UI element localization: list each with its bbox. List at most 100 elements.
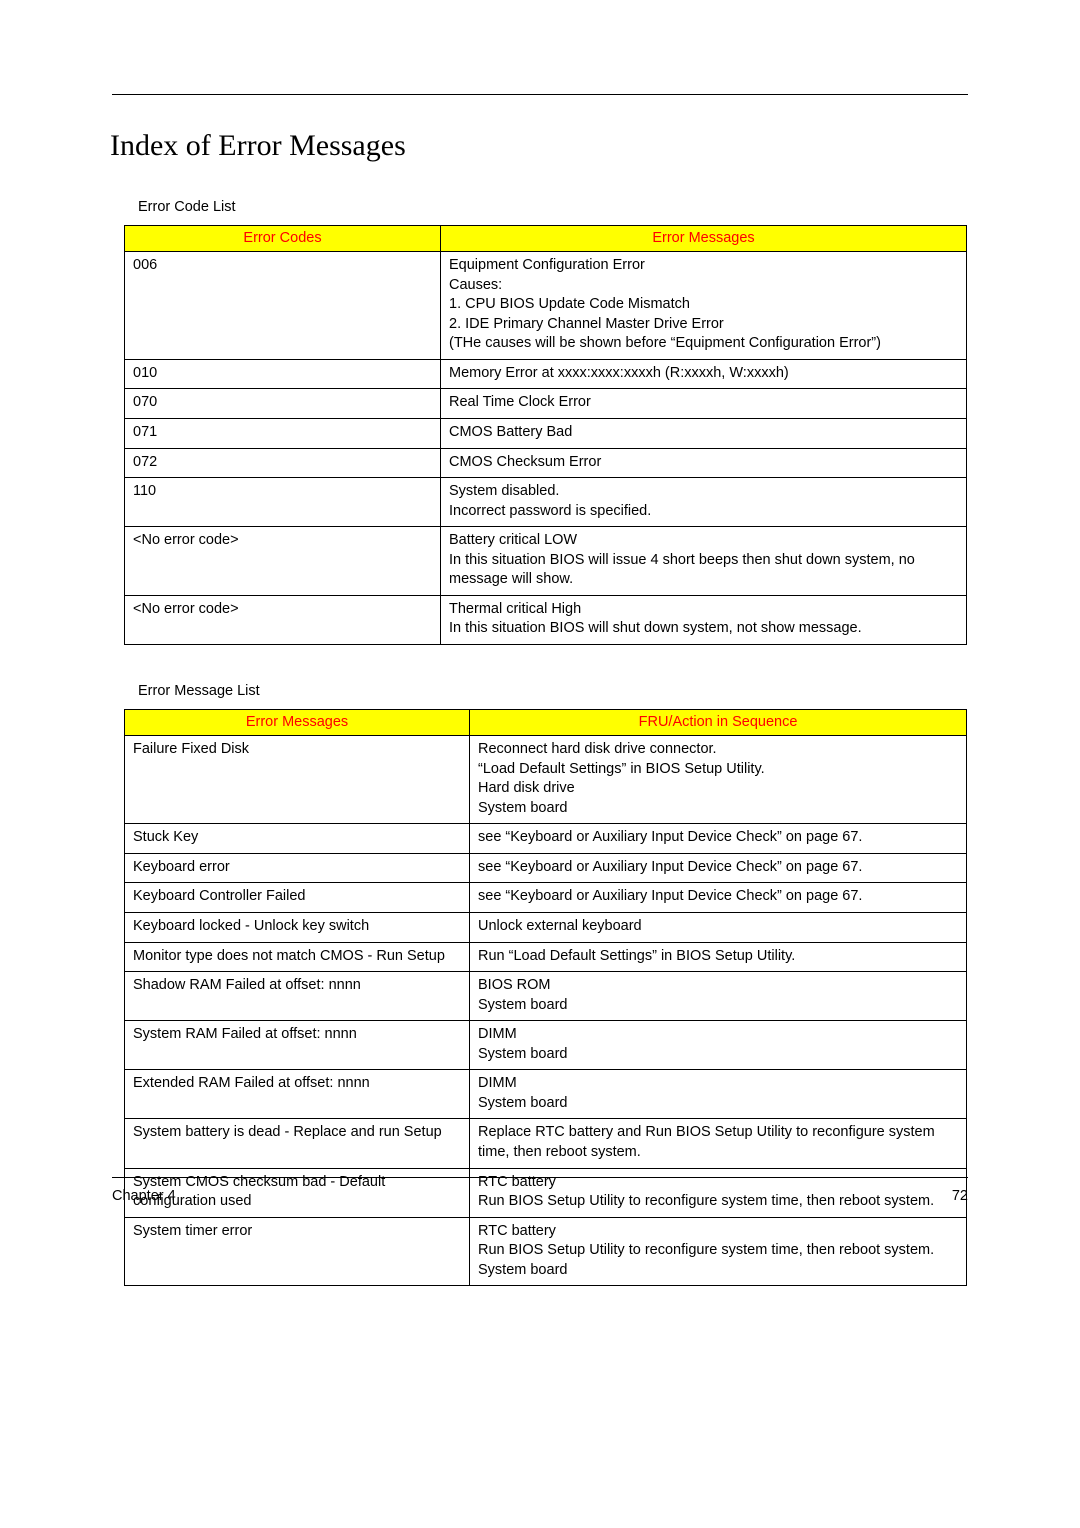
message-line: Hard disk drive <box>478 779 958 799</box>
table-row: 071 CMOS Battery Bad <box>125 418 967 448</box>
table-row: Failure Fixed DiskReconnect hard disk dr… <box>125 736 967 824</box>
page-title: Index of Error Messages <box>110 129 968 163</box>
message-line: (THe causes will be shown before “Equipm… <box>449 334 958 354</box>
cell-message: DIMMSystem board <box>470 1021 967 1070</box>
message-line: System board <box>478 1045 958 1065</box>
cell-message: BIOS ROMSystem board <box>470 972 967 1021</box>
cell-message: Equipment Configuration ErrorCauses:1. C… <box>441 252 967 360</box>
message-line: Reconnect hard disk drive connector. <box>478 740 958 760</box>
message-line: see “Keyboard or Auxiliary Input Device … <box>478 858 958 878</box>
cell-code: 071 <box>125 418 441 448</box>
message-line: 2. IDE Primary Channel Master Drive Erro… <box>449 315 958 335</box>
message-line: 1. CPU BIOS Update Code Mismatch <box>449 295 958 315</box>
message-line: Incorrect password is specified. <box>449 502 958 522</box>
message-line: CMOS Checksum Error <box>449 453 958 473</box>
table-row: Keyboard Controller Failed see “Keyboard … <box>125 883 967 913</box>
table-row: 070 Real Time Clock Error <box>125 389 967 419</box>
bottom-rule <box>112 1177 968 1178</box>
cell-message: CMOS Checksum Error <box>441 448 967 478</box>
cell-message: Replace RTC battery and Run BIOS Setup U… <box>470 1119 967 1168</box>
cell-message: DIMMSystem board <box>470 1070 967 1119</box>
message-line: see “Keyboard or Auxiliary Input Device … <box>478 887 958 907</box>
table1-header-messages: Error Messages <box>441 226 967 252</box>
message-line: Battery critical LOW <box>449 531 958 551</box>
table-row: Monitor type does not match CMOS - Run S… <box>125 942 967 972</box>
message-line: Equipment Configuration Error <box>449 256 958 276</box>
table-row: <No error code>Thermal critical HighIn t… <box>125 595 967 644</box>
cell-code: 072 <box>125 448 441 478</box>
cell-message: RTC batteryRun BIOS Setup Utility to rec… <box>470 1217 967 1286</box>
footer-left: Chapter 4 <box>112 1188 176 1204</box>
cell-code: 110 <box>125 478 441 527</box>
error-code-table: Error Codes Error Messages 006Equipment … <box>124 225 967 645</box>
message-line: In this situation BIOS will issue 4 shor… <box>449 551 958 590</box>
table-row: 006Equipment Configuration ErrorCauses:1… <box>125 252 967 360</box>
message-line: Real Time Clock Error <box>449 393 958 413</box>
message-line: Thermal critical High <box>449 600 958 620</box>
message-line: System board <box>478 1094 958 1114</box>
cell-code: 006 <box>125 252 441 360</box>
table-row: Stuck Key see “Keyboard or Auxiliary Inpu… <box>125 824 967 854</box>
footer-right: 72 <box>952 1188 968 1204</box>
message-line: In this situation BIOS will shut down sy… <box>449 619 958 639</box>
cell-message: CMOS Battery Bad <box>441 418 967 448</box>
table2-header-messages: Error Messages <box>125 710 470 736</box>
table-row: 010 Memory Error at xxxx:xxxx:xxxxh (R:xx… <box>125 359 967 389</box>
cell-code: System battery is dead - Replace and run… <box>125 1119 470 1168</box>
cell-message: see “Keyboard or Auxiliary Input Device … <box>470 824 967 854</box>
message-line: Run “Load Default Settings” in BIOS Setu… <box>478 947 958 967</box>
cell-code: Extended RAM Failed at offset: nnnn <box>125 1070 470 1119</box>
table-row: <No error code>Battery critical LOWIn th… <box>125 527 967 596</box>
message-line: Run BIOS Setup Utility to reconfigure sy… <box>478 1241 958 1261</box>
cell-message: see “Keyboard or Auxiliary Input Device … <box>470 853 967 883</box>
message-line: DIMM <box>478 1074 958 1094</box>
cell-message: Battery critical LOWIn this situation BI… <box>441 527 967 596</box>
table1-caption: Error Code List <box>138 199 968 215</box>
message-line: “Load Default Settings” in BIOS Setup Ut… <box>478 760 958 780</box>
cell-message: Thermal critical HighIn this situation B… <box>441 595 967 644</box>
cell-message: see “Keyboard or Auxiliary Input Device … <box>470 883 967 913</box>
top-rule <box>112 94 968 95</box>
message-line: CMOS Battery Bad <box>449 423 958 443</box>
cell-message: Run “Load Default Settings” in BIOS Setu… <box>470 942 967 972</box>
cell-code: Keyboard error <box>125 853 470 883</box>
table-row: 072 CMOS Checksum Error <box>125 448 967 478</box>
table-row: Keyboard error see “Keyboard or Auxiliary… <box>125 853 967 883</box>
message-line: System disabled. <box>449 482 958 502</box>
table-row: System battery is dead - Replace and run… <box>125 1119 967 1168</box>
cell-code: <No error code> <box>125 527 441 596</box>
cell-code: Keyboard locked - Unlock key switch <box>125 912 470 942</box>
cell-code: 010 <box>125 359 441 389</box>
cell-code: Monitor type does not match CMOS - Run S… <box>125 942 470 972</box>
table-row: Keyboard locked - Unlock key switch Unloc… <box>125 912 967 942</box>
table-row: System timer errorRTC batteryRun BIOS Se… <box>125 1217 967 1286</box>
table2-header-action: FRU/Action in Sequence <box>470 710 967 736</box>
message-line: Causes: <box>449 276 958 296</box>
cell-message: Reconnect hard disk drive connector.“Loa… <box>470 736 967 824</box>
message-line: Replace RTC battery and Run BIOS Setup U… <box>478 1123 958 1162</box>
table2-caption: Error Message List <box>138 683 968 699</box>
cell-message: Unlock external keyboard <box>470 912 967 942</box>
message-line: Memory Error at xxxx:xxxx:xxxxh (R:xxxxh… <box>449 364 958 384</box>
message-line: RTC battery <box>478 1222 958 1242</box>
table1-header-codes: Error Codes <box>125 226 441 252</box>
message-line: BIOS ROM <box>478 976 958 996</box>
message-line: System board <box>478 996 958 1016</box>
message-line: Unlock external keyboard <box>478 917 958 937</box>
cell-message: System disabled.Incorrect password is sp… <box>441 478 967 527</box>
message-line: DIMM <box>478 1025 958 1045</box>
cell-code: 070 <box>125 389 441 419</box>
cell-code: Stuck Key <box>125 824 470 854</box>
cell-code: Failure Fixed Disk <box>125 736 470 824</box>
cell-code: Keyboard Controller Failed <box>125 883 470 913</box>
cell-code: System RAM Failed at offset: nnnn <box>125 1021 470 1070</box>
table-row: Extended RAM Failed at offset: nnnnDIMMS… <box>125 1070 967 1119</box>
message-line: see “Keyboard or Auxiliary Input Device … <box>478 828 958 848</box>
table-row: Shadow RAM Failed at offset: nnnnBIOS RO… <box>125 972 967 1021</box>
message-line: System board <box>478 1261 958 1281</box>
cell-message: Real Time Clock Error <box>441 389 967 419</box>
cell-code: <No error code> <box>125 595 441 644</box>
table-row: System RAM Failed at offset: nnnnDIMMSys… <box>125 1021 967 1070</box>
message-line: System board <box>478 799 958 819</box>
cell-code: Shadow RAM Failed at offset: nnnn <box>125 972 470 1021</box>
